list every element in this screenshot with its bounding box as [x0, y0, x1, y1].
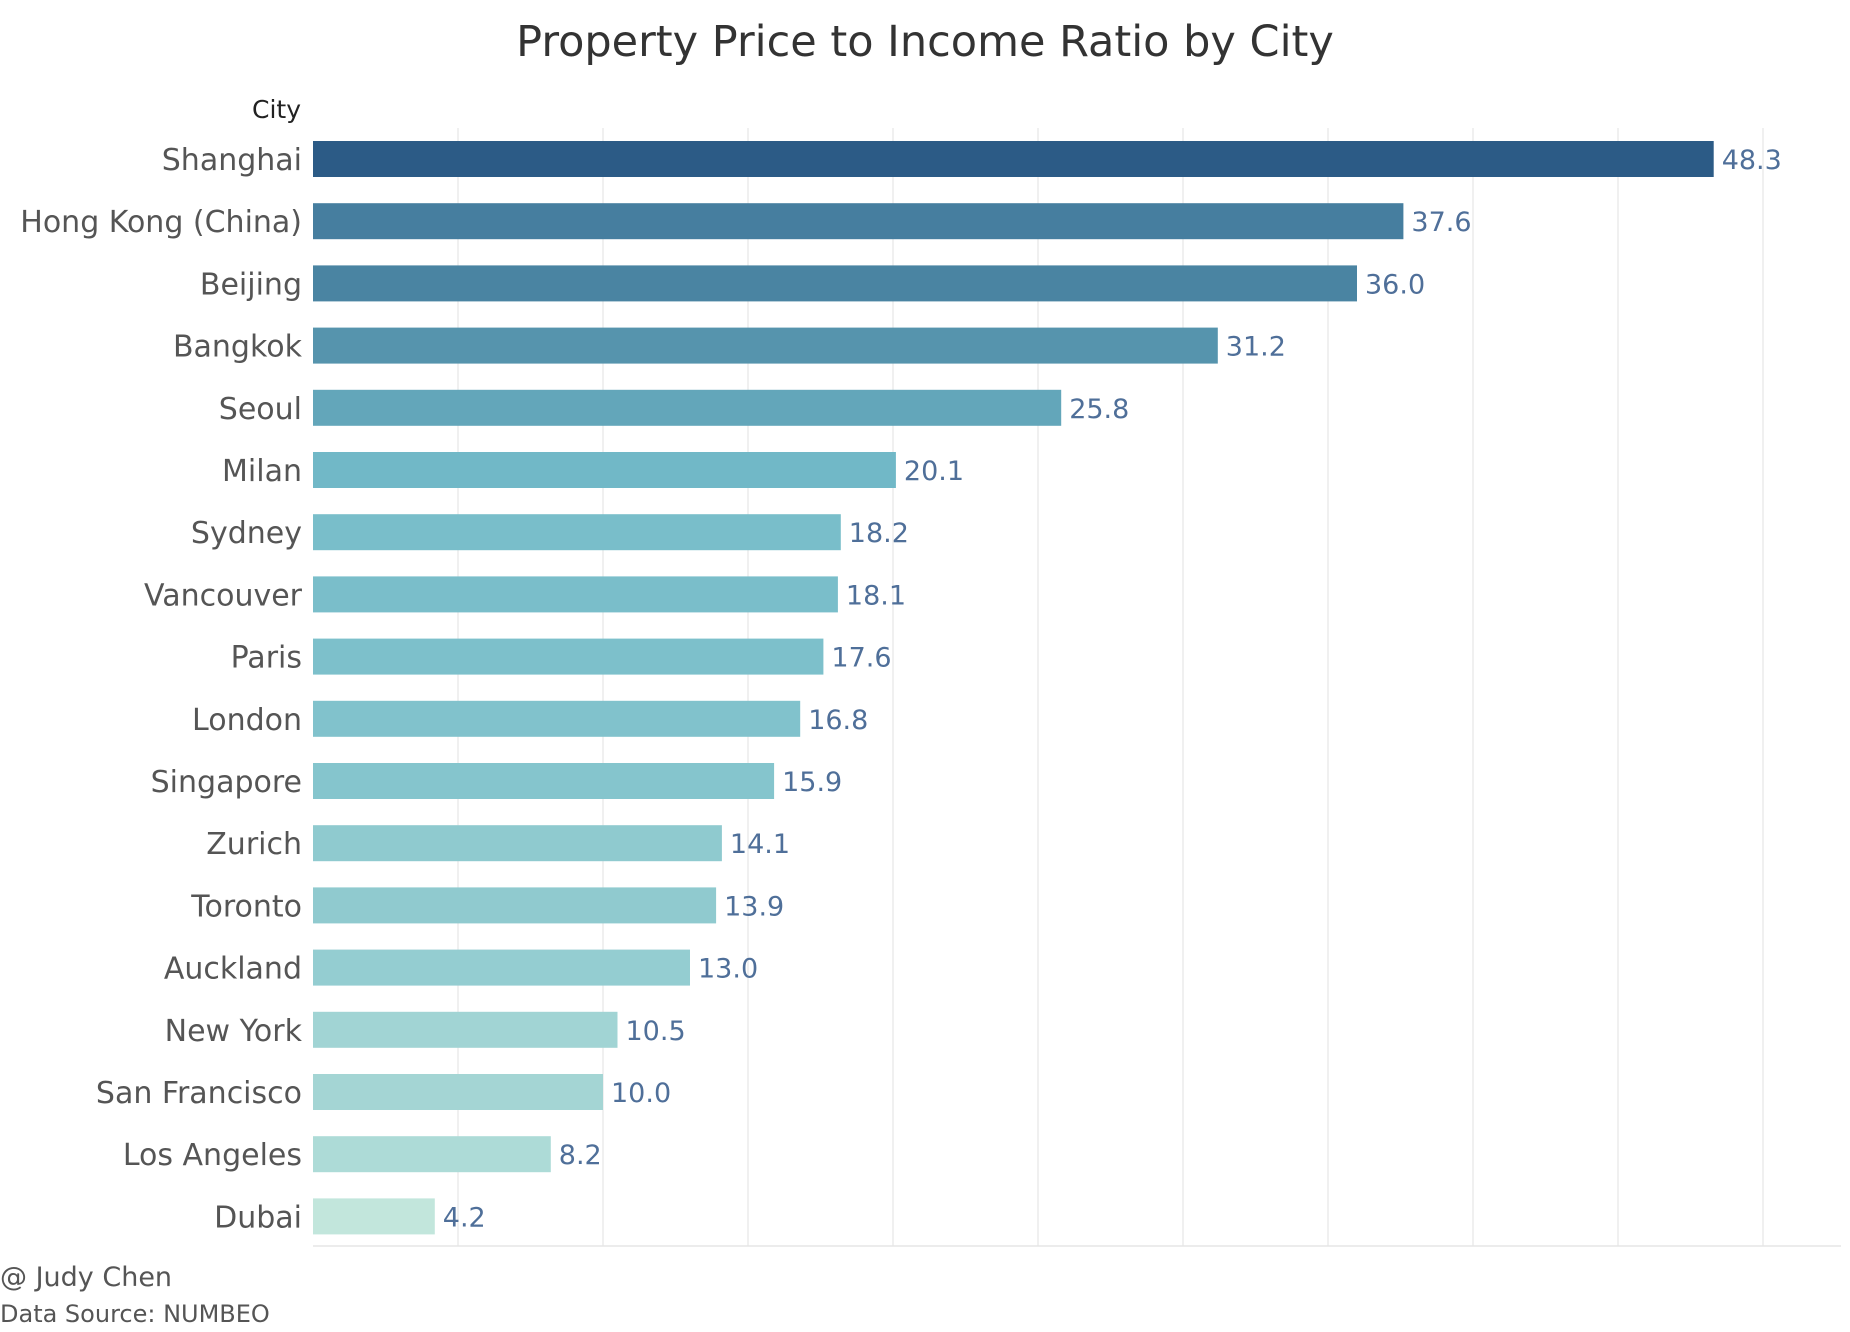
category-label: Zurich: [206, 827, 302, 862]
bar-dubai: [313, 1198, 435, 1235]
value-label: 15.9: [782, 767, 842, 798]
value-label: 16.8: [808, 705, 868, 736]
value-label: 18.2: [849, 518, 909, 549]
category-label: Sydney: [191, 516, 302, 551]
value-label: 13.9: [724, 891, 784, 922]
bar-seoul: [313, 389, 1062, 426]
category-label: Paris: [231, 641, 302, 676]
category-label: Singapore: [151, 765, 302, 800]
bar-paris: [313, 638, 824, 675]
bar-los-angeles: [313, 1136, 551, 1173]
category-label: New York: [165, 1014, 303, 1049]
category-label: Dubai: [214, 1200, 302, 1235]
bar-beijing: [313, 265, 1357, 302]
value-label: 48.3: [1722, 145, 1782, 176]
bar-auckland: [313, 949, 690, 986]
value-label: 31.2: [1226, 332, 1286, 363]
category-label: San Francisco: [96, 1076, 302, 1111]
bar-zurich: [313, 825, 722, 862]
category-label: Auckland: [164, 952, 302, 987]
category-label: Bangkok: [173, 330, 303, 365]
value-labels: 48.3 37.6 36.0 31.2 25.8 20.1 18.2 18.1 17.6 16.8…: [443, 145, 1782, 1233]
author-credit: @ Judy Chen: [0, 1262, 173, 1293]
category-label: Milan: [222, 454, 302, 489]
category-label: Hong Kong (China): [20, 205, 302, 240]
bar-singapore: [313, 763, 775, 799]
value-label: 18.1: [846, 580, 906, 611]
value-label: 17.6: [831, 643, 891, 674]
bar-milan: [313, 452, 896, 488]
value-label: 36.0: [1365, 269, 1425, 300]
bars: [313, 141, 1714, 1235]
category-label: Seoul: [219, 392, 302, 427]
bar-london: [313, 700, 801, 737]
category-label: Beijing: [200, 267, 302, 302]
category-label: Toronto: [190, 889, 302, 924]
category-label: Los Angeles: [123, 1138, 302, 1173]
bar-shanghai: [313, 141, 1714, 177]
value-label: 20.1: [904, 456, 964, 487]
value-label: 13.0: [698, 954, 758, 985]
value-label: 10.5: [626, 1016, 686, 1047]
bar-san-francisco: [313, 1074, 603, 1110]
bar-bangkok: [313, 327, 1218, 364]
value-label: 8.2: [559, 1140, 602, 1171]
category-label: Shanghai: [162, 143, 302, 178]
value-label: 14.1: [730, 829, 790, 860]
category-axis-header: City: [252, 95, 301, 124]
bar-new-york: [313, 1011, 618, 1048]
category-label: London: [192, 703, 302, 738]
value-label: 37.6: [1411, 207, 1471, 238]
bar-sydney: [313, 514, 841, 551]
value-label: 4.2: [443, 1202, 486, 1233]
chart-title: Property Price to Income Ratio by City: [516, 17, 1334, 67]
bar-vancouver: [313, 576, 838, 613]
value-label: 25.8: [1069, 394, 1129, 425]
bar-toronto: [313, 887, 717, 924]
category-labels: Shanghai Hong Kong (China) Beijing Bangkok S…: [20, 143, 302, 1235]
data-source-note: Data Source: NUMBEO: [0, 1300, 270, 1328]
value-label: 10.0: [611, 1078, 671, 1109]
gridlines: [313, 128, 1841, 1247]
category-label: Vancouver: [144, 578, 303, 613]
bar-hong-kong-china: [313, 203, 1404, 240]
